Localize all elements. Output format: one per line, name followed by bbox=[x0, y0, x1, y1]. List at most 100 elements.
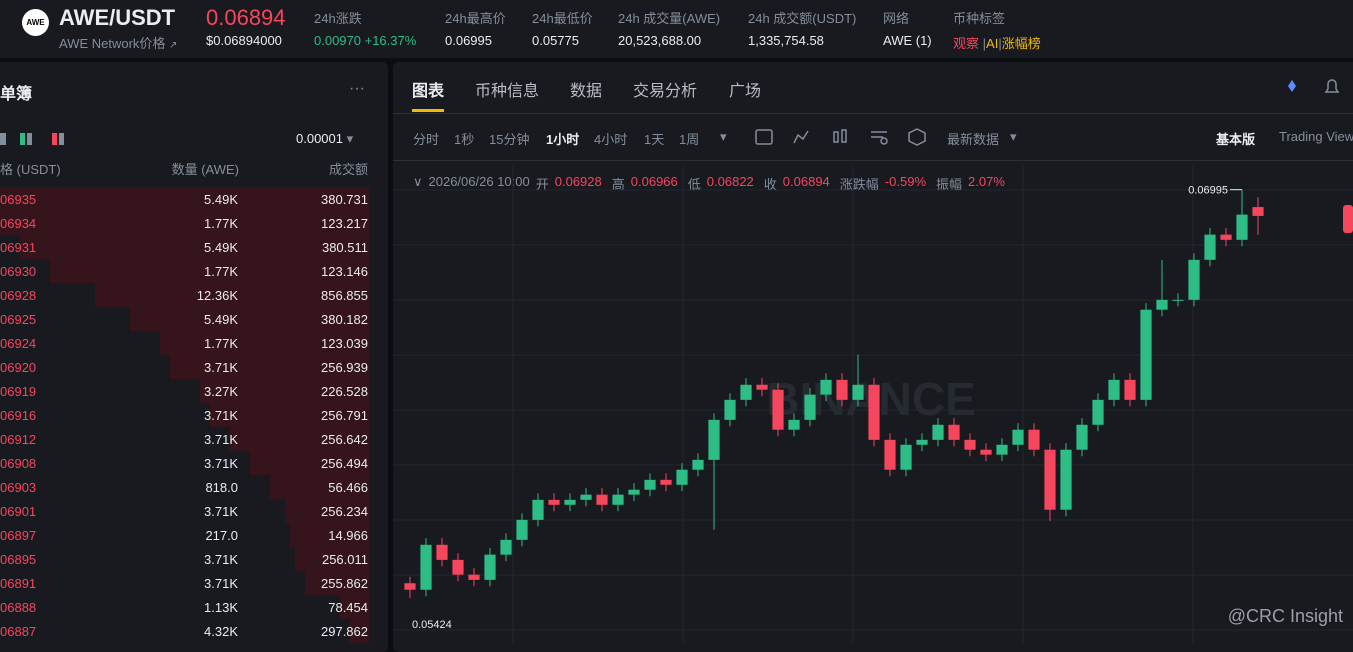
candle-body bbox=[660, 479, 672, 485]
orderbook-row[interactable]: 06934 1.77K 123.217 bbox=[0, 211, 388, 235]
candle-body bbox=[1044, 449, 1056, 510]
icon[interactable] bbox=[793, 130, 809, 144]
ohlc-label: 高 bbox=[611, 177, 625, 192]
depth-bar bbox=[95, 283, 369, 307]
candle-body bbox=[724, 399, 736, 420]
orderbook-row[interactable]: 06895 3.71K 256.011 bbox=[0, 547, 388, 571]
candle-body bbox=[468, 574, 480, 580]
depth-bar bbox=[0, 211, 369, 235]
icon[interactable] bbox=[908, 128, 926, 146]
top-icons bbox=[1288, 79, 1340, 93]
orderbook-row[interactable]: 06901 3.71K 256.234 bbox=[0, 499, 388, 523]
depth-bar bbox=[20, 235, 369, 259]
ask-price: 06895 bbox=[0, 552, 37, 567]
orderbook-row[interactable]: 06903 818.0 56.466 bbox=[0, 475, 388, 499]
orderbook-row[interactable]: 06928 12.36K 856.855 bbox=[0, 283, 388, 307]
orderbook-row[interactable]: 06924 1.77K 123.039 bbox=[0, 331, 388, 355]
candle-body bbox=[1156, 299, 1168, 310]
candle-body bbox=[1108, 379, 1120, 400]
tab[interactable]: 交易分析 bbox=[633, 83, 698, 100]
data-select[interactable]: 最新数据 bbox=[947, 132, 1000, 147]
ohlc-value: 0.06822 bbox=[706, 174, 754, 189]
candle-body bbox=[964, 439, 976, 450]
ask-amount: 56.466 bbox=[328, 480, 368, 495]
ai-icon[interactable] bbox=[1288, 80, 1296, 92]
orderbook-row[interactable]: 06912 3.71K 256.642 bbox=[0, 427, 388, 451]
tab[interactable]: 币种信息 bbox=[475, 83, 540, 100]
view-icon[interactable] bbox=[20, 133, 32, 145]
price-tag bbox=[1343, 205, 1353, 233]
interval[interactable]: 1小时 bbox=[546, 132, 580, 147]
icon[interactable] bbox=[880, 137, 888, 145]
stat-label: 24h 成交额(USDT) bbox=[748, 11, 857, 26]
ohlc-label: 振幅 bbox=[936, 177, 963, 192]
ohlc-value: 0.06894 bbox=[782, 174, 830, 189]
more-intervals[interactable]: ▾ bbox=[720, 129, 727, 144]
orderbook-row[interactable]: 06919 3.27K 226.528 bbox=[0, 379, 388, 403]
pair[interactable]: AWE/USDT bbox=[59, 5, 176, 30]
orderbook-row[interactable]: 06888 1.13K 78.454 bbox=[0, 595, 388, 619]
interval[interactable]: 15分钟 bbox=[489, 132, 530, 147]
tag[interactable]: 观察 bbox=[953, 36, 980, 51]
tab[interactable]: 数据 bbox=[570, 83, 603, 100]
bell-icon[interactable] bbox=[1324, 79, 1340, 93]
menu[interactable]: ··· bbox=[349, 80, 365, 97]
precision-arrow[interactable]: ▾ bbox=[346, 131, 354, 146]
orderbook-row[interactable]: 06891 3.71K 255.862 bbox=[0, 571, 388, 595]
ask-price: 06935 bbox=[0, 192, 37, 207]
candle-body bbox=[1124, 379, 1136, 400]
icon[interactable] bbox=[833, 131, 839, 143]
orderbook-row[interactable]: 06925 5.49K 380.182 bbox=[0, 307, 388, 331]
ask-qty: 3.71K bbox=[204, 456, 238, 471]
candle-body bbox=[676, 469, 688, 485]
depth-bar bbox=[200, 379, 369, 403]
ask-amount: 856.855 bbox=[321, 288, 368, 303]
icon[interactable] bbox=[841, 129, 847, 143]
ask-price: 06924 bbox=[0, 336, 37, 351]
orderbook-row[interactable]: 06887 4.32K 297.862 bbox=[0, 619, 388, 643]
ohlc-label: 低 bbox=[687, 177, 701, 192]
orderbook-row[interactable]: 06930 1.77K 123.146 bbox=[0, 259, 388, 283]
interval[interactable]: 1周 bbox=[679, 132, 700, 147]
stat-value: 0.05775 bbox=[532, 33, 579, 48]
ask-amount: 256.939 bbox=[321, 360, 368, 375]
interval[interactable]: 1天 bbox=[644, 132, 665, 147]
link-arrow[interactable]: ↗ bbox=[169, 40, 178, 51]
orderbook-row[interactable]: 06897 217.0 14.966 bbox=[0, 523, 388, 547]
col-header: 格 (USDT) bbox=[0, 162, 61, 177]
orderbook-row[interactable]: 06908 3.71K 256.494 bbox=[0, 451, 388, 475]
col-header: 成交额 bbox=[328, 162, 368, 177]
ask-price: 06887 bbox=[0, 624, 37, 639]
candle-body bbox=[708, 419, 720, 460]
ask-amount: 255.862 bbox=[321, 576, 368, 591]
interval[interactable]: 分时 bbox=[413, 132, 440, 147]
icon[interactable] bbox=[755, 129, 773, 145]
view-icon[interactable] bbox=[52, 133, 64, 145]
orderbook-row[interactable]: 06920 3.71K 256.939 bbox=[0, 355, 388, 379]
mode[interactable]: 基本版 bbox=[1216, 132, 1256, 147]
tab[interactable]: 广场 bbox=[729, 83, 762, 100]
interval[interactable]: 4小时 bbox=[594, 132, 628, 147]
ask-price: 06930 bbox=[0, 264, 37, 279]
view-icon[interactable] bbox=[0, 133, 6, 145]
tag[interactable]: 涨幅榜 bbox=[1001, 36, 1041, 51]
depth-bar bbox=[285, 499, 369, 523]
candle-body bbox=[420, 544, 432, 590]
tab[interactable]: 图表 bbox=[412, 83, 445, 100]
coin-name[interactable]: AWE Network价格 bbox=[59, 36, 166, 51]
toggle[interactable]: ∨ bbox=[413, 174, 423, 189]
precision[interactable]: 0.00001 bbox=[296, 131, 343, 146]
data-arrow[interactable]: ▾ bbox=[1010, 129, 1017, 144]
mode[interactable]: Trading View bbox=[1279, 129, 1353, 144]
tag[interactable]: AI bbox=[986, 36, 999, 51]
stat-label: 币种标签 bbox=[953, 11, 1006, 26]
ask-qty: 217.0 bbox=[205, 528, 238, 543]
ask-price: 06891 bbox=[0, 576, 37, 591]
orderbook-row[interactable]: 06916 3.71K 256.791 bbox=[0, 403, 388, 427]
orderbook-row[interactable]: 06935 5.49K 380.731 bbox=[0, 187, 388, 211]
ask-qty: 1.77K bbox=[204, 336, 238, 351]
candle-body bbox=[564, 499, 576, 505]
interval[interactable]: 1秒 bbox=[454, 132, 475, 147]
orderbook-row[interactable]: 06931 5.49K 380.511 bbox=[0, 235, 388, 259]
